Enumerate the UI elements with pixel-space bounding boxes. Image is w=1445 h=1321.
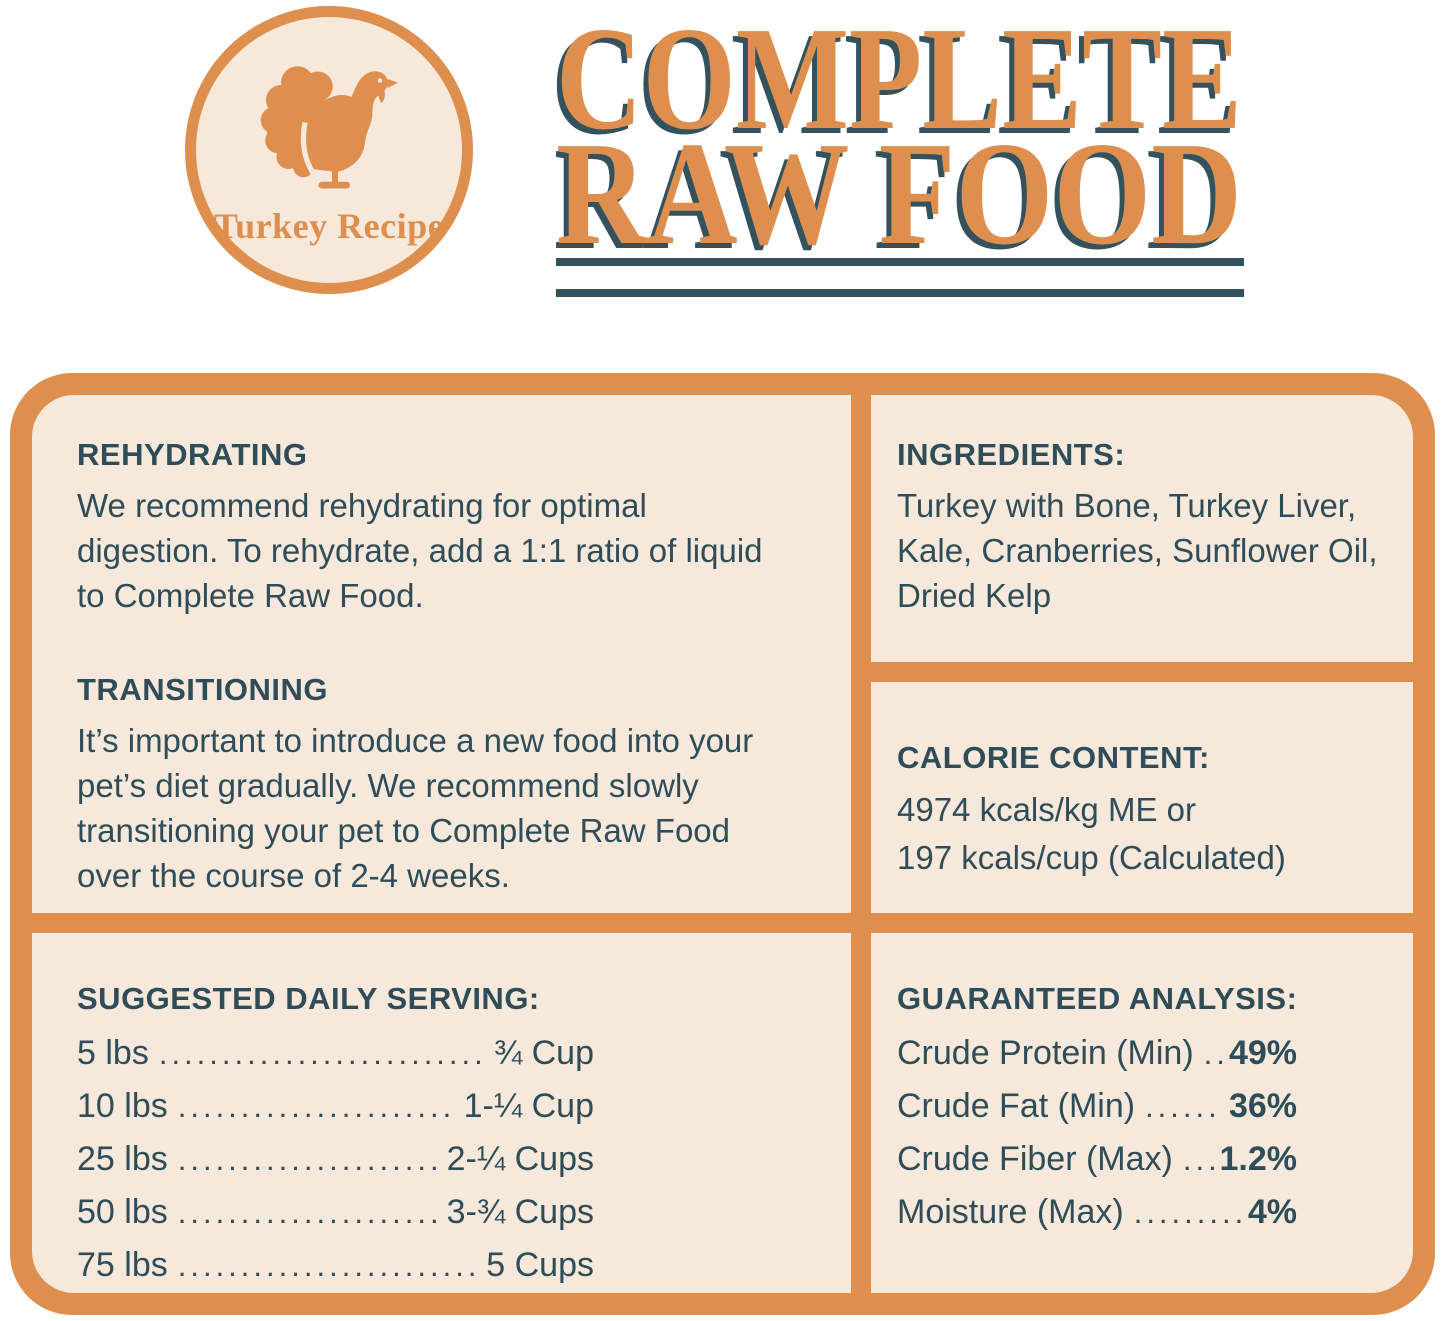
calorie-line-1: 4974 kcals/kg ME or <box>897 791 1196 828</box>
leader-dots <box>1183 1134 1214 1186</box>
analysis-nutrient: Moisture (Max) <box>897 1193 1124 1231</box>
serving-weight: 5 lbs <box>77 1034 149 1072</box>
analysis-value: 49% <box>1228 1034 1297 1072</box>
guaranteed-analysis-heading: GUARANTEED ANALYSIS: <box>897 981 1298 1016</box>
transitioning-body: It’s important to introduce a new food i… <box>77 722 754 894</box>
guaranteed-analysis-table: Crude Protein (Min) 49% Crude Fat (Min) … <box>897 1027 1397 1239</box>
serving-row: 75 lbs 5 Cups <box>77 1239 594 1292</box>
transitioning-heading: TRANSITIONING <box>77 672 329 707</box>
leader-dots <box>159 1028 488 1080</box>
calorie-heading: CALORIE CONTENT: <box>897 740 1210 775</box>
turkey-icon <box>260 66 398 189</box>
analysis-row: Crude Fiber (Max) 1.2% <box>897 1133 1297 1186</box>
analysis-row: Crude Fat (Min) 36% <box>897 1080 1297 1133</box>
serving-amount: 3-¾ Cups <box>446 1193 594 1231</box>
serving-amount: 5 Cups <box>486 1246 594 1284</box>
svg-text:COMPLETE: COMPLETE <box>556 2 1237 166</box>
analysis-value: 36% <box>1228 1087 1297 1125</box>
serving-weight: 10 lbs <box>77 1087 168 1125</box>
svg-text:RAW FOOD: RAW FOOD <box>556 117 1237 281</box>
calorie-line-2: 197 kcals/cup (Calculated) <box>897 839 1286 876</box>
title-underline-bottom <box>556 289 1244 297</box>
analysis-row: Crude Protein (Min) 49% <box>897 1027 1297 1080</box>
serving-amount: ¾ Cup <box>493 1034 594 1072</box>
guaranteed-analysis-panel: GUARANTEED ANALYSIS: Crude Protein (Min)… <box>871 933 1413 1293</box>
svg-text:RAW FOOD: RAW FOOD <box>556 112 1242 276</box>
serving-weight: 75 lbs <box>77 1246 168 1284</box>
serving-row: 25 lbs 2-¼ Cups <box>77 1133 594 1186</box>
badge-product-line: Turkey Recipe <box>213 206 445 246</box>
serving-weight: 25 lbs <box>77 1140 168 1178</box>
daily-serving-table: 5 lbs ¾ Cup 10 lbs 1-¼ Cup 25 lbs 2-¼ Cu… <box>77 1027 851 1292</box>
daily-serving-heading: SUGGESTED DAILY SERVING: <box>77 981 540 1016</box>
rehydrating-heading: REHYDRATING <box>77 437 308 472</box>
serving-row: 50 lbs 3-¾ Cups <box>77 1186 594 1239</box>
analysis-nutrient: Crude Protein (Min) <box>897 1034 1194 1072</box>
calorie-content-panel: CALORIE CONTENT: 4974 kcals/kg ME or 197… <box>871 682 1413 913</box>
serving-amount: 1-¼ Cup <box>463 1087 594 1125</box>
analysis-row: Moisture (Max) 4% <box>897 1186 1297 1239</box>
info-frame: REHYDRATING We recommend rehydrating for… <box>10 373 1435 1315</box>
daily-serving-panel: SUGGESTED DAILY SERVING: 5 lbs ¾ Cup 10 … <box>32 933 851 1293</box>
ingredients-body: Turkey with Bone, Turkey Liver, Kale, Cr… <box>897 487 1378 614</box>
leader-dots <box>1145 1081 1223 1133</box>
feeding-instructions-panel: REHYDRATING We recommend rehydrating for… <box>32 395 851 913</box>
leader-dots <box>178 1187 441 1239</box>
product-title-text: COMPLETE COMPLETE RAW FOOD RAW FOOD <box>556 0 1242 281</box>
analysis-nutrient: Crude Fiber (Max) <box>897 1140 1173 1178</box>
analysis-nutrient: Crude Fat (Min) <box>897 1087 1136 1125</box>
recipe-badge: Turkey Recipe <box>185 6 473 294</box>
svg-text:COMPLETE: COMPLETE <box>556 0 1242 161</box>
serving-weight: 50 lbs <box>77 1193 168 1231</box>
product-title: COMPLETE COMPLETE RAW FOOD RAW FOOD <box>556 0 1244 300</box>
info-grid: REHYDRATING We recommend rehydrating for… <box>32 395 1413 1293</box>
rehydrating-body: We recommend rehydrating for optimal dig… <box>77 487 763 614</box>
leader-dots <box>178 1240 481 1292</box>
serving-row: 5 lbs ¾ Cup <box>77 1027 594 1080</box>
ingredients-panel: INGREDIENTS: Turkey with Bone, Turkey Li… <box>871 395 1413 662</box>
serving-amount: 2-¼ Cups <box>446 1140 594 1178</box>
analysis-value: 1.2% <box>1219 1140 1298 1178</box>
serving-row: 10 lbs 1-¼ Cup <box>77 1080 594 1133</box>
ingredients-heading: INGREDIENTS: <box>897 437 1126 472</box>
leader-dots <box>178 1134 441 1186</box>
analysis-value: 4% <box>1247 1193 1297 1231</box>
leader-dots <box>1134 1187 1242 1239</box>
leader-dots <box>178 1081 458 1133</box>
title-underline-top <box>556 258 1244 266</box>
leader-dots <box>1204 1028 1223 1080</box>
